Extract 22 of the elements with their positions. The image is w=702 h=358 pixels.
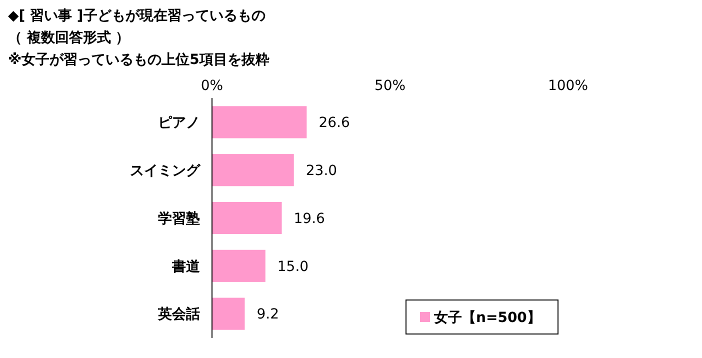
text: 19.6	[294, 210, 325, 227]
text: 23.0	[306, 162, 338, 179]
text: （ 複数回答形式 ）	[8, 29, 130, 46]
y-tick-label: スイミング	[130, 162, 201, 179]
bar	[212, 154, 294, 186]
legend-label: 女子【n=500】	[433, 310, 541, 326]
y-tick-label: 学習塾	[158, 210, 200, 227]
bar	[212, 106, 307, 138]
y-tick-label: 書道	[171, 258, 201, 275]
text: ※女子が習っているもの上位5項目を抜粋	[8, 52, 270, 68]
x-tick-label: 50%	[374, 78, 406, 94]
bar	[212, 250, 266, 282]
y-tick-label: 英会話	[157, 306, 200, 323]
text: 9.2	[256, 306, 280, 323]
bar	[212, 298, 245, 330]
text: 26.6	[318, 115, 350, 132]
bar	[212, 202, 282, 234]
x-tick-label: 100%	[548, 78, 588, 94]
y-tick-label: ピアノ	[158, 115, 200, 132]
text: 15.0	[277, 258, 309, 275]
x-tick-label: 0%	[200, 78, 224, 94]
chart-title: ◆[ 習い事 ]子どもが現在習っているもの	[8, 8, 266, 24]
